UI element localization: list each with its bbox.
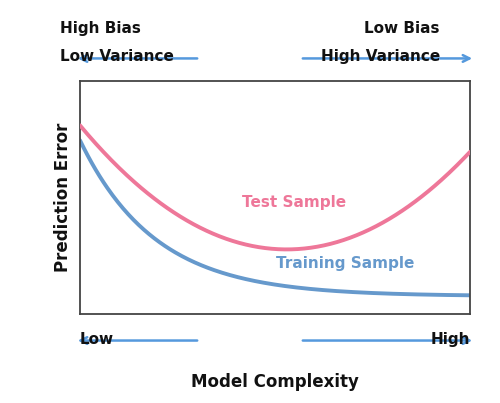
Text: High Bias: High Bias xyxy=(60,21,141,36)
Y-axis label: Prediction Error: Prediction Error xyxy=(54,123,72,272)
Text: Training Sample: Training Sample xyxy=(276,256,414,271)
X-axis label: Model Complexity: Model Complexity xyxy=(191,373,359,391)
Text: Low: Low xyxy=(80,332,114,347)
Text: Test Sample: Test Sample xyxy=(242,195,346,210)
Text: High Variance: High Variance xyxy=(321,50,440,64)
Text: Low Variance: Low Variance xyxy=(60,50,174,64)
Text: Low Bias: Low Bias xyxy=(364,21,440,36)
Text: High: High xyxy=(430,332,470,347)
